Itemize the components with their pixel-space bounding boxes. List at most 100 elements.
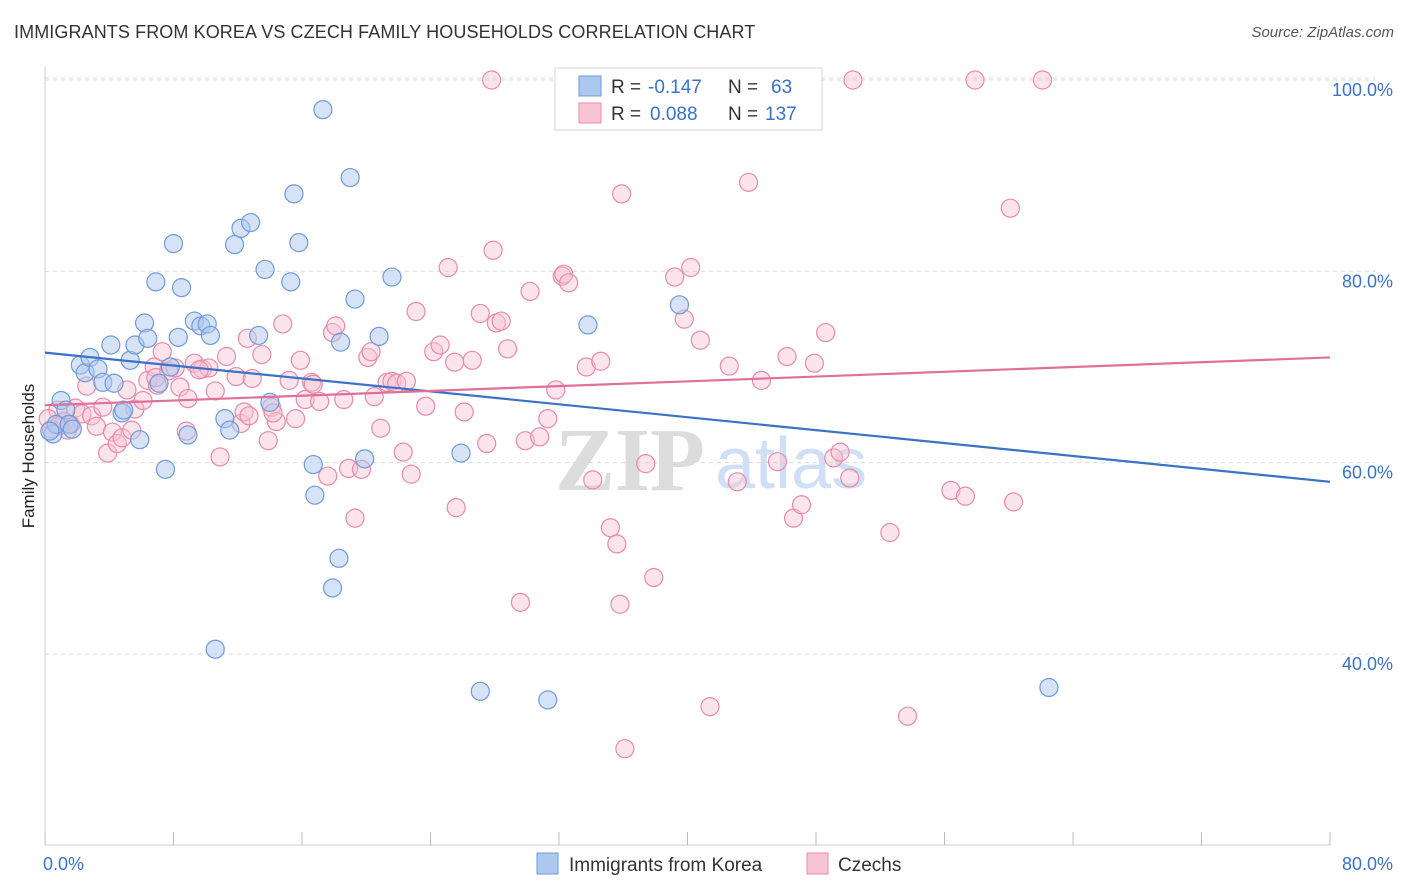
czech-trend-line	[44, 356, 1331, 407]
czech-point	[690, 330, 710, 350]
watermark-atlas: atlas	[715, 424, 867, 504]
czech-point	[607, 534, 627, 554]
korea-point	[313, 100, 333, 120]
korea-point	[305, 485, 325, 505]
czech-point	[612, 184, 632, 204]
y-tick-label-40: 40.0%	[1342, 654, 1393, 674]
korea-point	[538, 690, 558, 710]
x-tick-label-max: 80.0%	[1342, 854, 1393, 874]
czech-point	[477, 433, 497, 454]
korea-point	[40, 421, 60, 441]
korea-point	[255, 259, 275, 280]
czech-point	[345, 508, 365, 528]
x-tick-label-min: 0.0%	[43, 854, 84, 874]
korea-point	[249, 325, 269, 346]
source-credit: Source: ZipAtlas.com	[1251, 24, 1394, 41]
korea-point	[281, 272, 301, 292]
czech-point	[178, 388, 198, 409]
czech-point	[1003, 492, 1024, 512]
czech-point	[559, 273, 579, 293]
czech-point	[510, 592, 531, 612]
czech-point	[719, 356, 739, 376]
czech-point	[636, 454, 656, 474]
czech-point	[279, 370, 299, 390]
korea-n-label: N =	[728, 77, 758, 98]
korea-point	[155, 459, 176, 479]
y-tick-label-60: 60.0%	[1342, 463, 1393, 483]
korea-point	[171, 277, 192, 298]
czech-point	[498, 339, 518, 359]
korea-n-value: 63	[771, 77, 792, 98]
czech-point	[481, 70, 502, 90]
korea-legend-swatch	[578, 75, 602, 97]
czech-point	[897, 706, 918, 726]
korea-point	[114, 400, 134, 420]
czech-point	[965, 70, 985, 90]
korea-point	[284, 184, 304, 204]
czech-point	[252, 344, 272, 365]
y-tick-label-80: 80.0%	[1342, 271, 1393, 291]
korea-point	[669, 295, 690, 315]
czech-point	[406, 301, 426, 322]
legend-czech-swatch	[806, 852, 829, 875]
czech-point	[86, 416, 107, 436]
czech-point	[401, 464, 421, 484]
czech-point	[610, 594, 630, 614]
czech-point	[438, 257, 458, 278]
korea-point	[289, 233, 309, 253]
czech-point	[843, 70, 863, 90]
korea-point	[178, 425, 198, 445]
korea-point	[578, 315, 598, 335]
korea-point	[303, 454, 323, 475]
czech-point	[1000, 198, 1020, 218]
czech-point	[361, 342, 381, 362]
korea-point	[340, 167, 360, 188]
korea-point	[149, 373, 169, 393]
czech-point	[216, 346, 237, 367]
czech-point	[290, 350, 310, 370]
stats-legend: R = -0.147 N = 63 R = 0.088 N = 137	[554, 67, 823, 131]
czech-point	[615, 739, 635, 759]
czech-point	[791, 495, 812, 515]
czech-point	[470, 303, 490, 324]
korea-point	[200, 325, 221, 346]
x-ticks	[44, 832, 1331, 845]
czech-point	[546, 380, 566, 400]
czech-point	[358, 347, 378, 368]
czech-point	[483, 240, 503, 260]
czech-point	[170, 377, 190, 397]
korea-point	[470, 681, 490, 701]
legend-korea-label: Immigrants from Korea	[569, 855, 763, 876]
czech-point	[239, 406, 259, 426]
czech-point	[462, 350, 482, 370]
legend-korea-swatch	[536, 852, 559, 875]
czech-point	[955, 486, 975, 506]
korea-r-label: R =	[611, 77, 641, 98]
czech-r-label: R =	[611, 104, 641, 125]
korea-point	[130, 430, 150, 450]
y-tick-labels: 40.0% 60.0% 80.0% 100.0%	[1332, 80, 1393, 674]
korea-point	[322, 578, 343, 598]
czech-point	[520, 281, 540, 302]
korea-point	[241, 212, 261, 233]
czech-point	[816, 322, 836, 343]
czech-point	[444, 352, 465, 372]
czech-point	[644, 567, 664, 588]
legend-czech-label: Czechs	[838, 855, 901, 876]
czech-point	[738, 172, 759, 192]
watermark: ZIP atlas	[555, 411, 867, 510]
czech-point	[1032, 70, 1053, 90]
czech-point	[700, 697, 720, 717]
korea-point	[355, 449, 375, 469]
czech-point	[310, 391, 330, 412]
korea-point	[163, 233, 184, 254]
czech-point	[804, 353, 824, 373]
korea-point	[345, 289, 365, 309]
korea-trend-line	[44, 351, 1331, 483]
czech-point	[93, 397, 113, 417]
korea-point	[160, 357, 180, 377]
watermark-zip: ZIP	[555, 411, 705, 510]
korea-point	[329, 548, 349, 568]
czech-point	[583, 470, 603, 490]
